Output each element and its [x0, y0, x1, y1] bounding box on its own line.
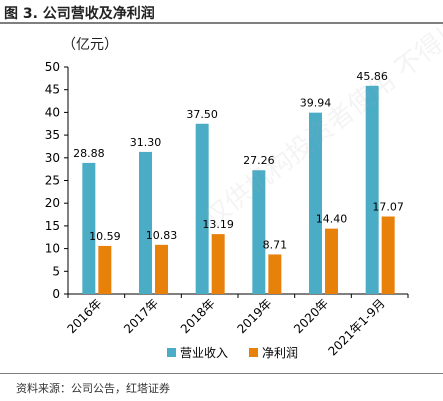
- legend-label-net-profit: 净利润: [262, 346, 298, 360]
- net-profit-bar: [211, 234, 225, 294]
- net-profit-data-label: 14.40: [316, 213, 348, 226]
- y-tick-label: 25: [45, 174, 60, 188]
- revenue-bar: [82, 162, 96, 294]
- net-profit-data-label: 8.71: [263, 238, 288, 251]
- figure-title: 图 3. 公司营收及净利润: [4, 6, 155, 22]
- title-divider: [0, 22, 443, 24]
- net-profit-data-label: 17.07: [372, 201, 404, 214]
- y-tick-label: 0: [52, 287, 60, 301]
- revenue-bar: [365, 85, 379, 295]
- revenue-data-label: 45.86: [356, 70, 388, 83]
- revenue-bar: [139, 151, 152, 294]
- unit-label: （亿元）: [62, 37, 118, 53]
- y-tick-label: 40: [45, 105, 60, 119]
- x-tick-label: 2018年: [178, 296, 218, 336]
- y-tick-label: 50: [45, 60, 60, 74]
- revenue-data-label: 28.88: [73, 147, 105, 160]
- revenue-data-label: 27.26: [243, 154, 275, 167]
- y-tick-label: 5: [52, 264, 60, 278]
- legend-swatch-revenue: [167, 348, 176, 357]
- x-tick-label: 2016年: [64, 296, 104, 336]
- revenue-bar: [195, 123, 209, 294]
- revenue-bar: [309, 112, 322, 295]
- y-tick-label: 45: [45, 83, 60, 97]
- net-profit-bar: [268, 254, 282, 294]
- revenue-bar: [252, 170, 266, 294]
- net-profit-bar: [155, 244, 168, 294]
- net-profit-bar: [325, 228, 338, 294]
- net-profit-data-label: 10.59: [89, 230, 121, 243]
- x-tick-label: 2021年1-9月: [325, 296, 387, 358]
- legend-swatch-net-profit: [249, 348, 258, 357]
- revenue-data-label: 39.94: [300, 97, 332, 110]
- source-divider: [0, 373, 443, 374]
- net-profit-data-label: 10.83: [146, 229, 178, 242]
- revenue-data-label: 31.30: [130, 136, 162, 149]
- x-tick-label: 2019年: [234, 296, 274, 336]
- y-tick-label: 35: [45, 128, 60, 142]
- source-note: 资料来源：公司公告，红塔证券: [16, 382, 170, 395]
- bar-chart: 0 5 10 15 20 25 30 35 40 45 50 28.88 31.30 37.50 27.26…: [45, 60, 409, 360]
- net-profit-bar: [381, 216, 395, 294]
- x-tick-label: 2020年: [291, 296, 331, 336]
- revenue-data-label: 37.50: [186, 108, 218, 121]
- x-tick-label: 2017年: [121, 296, 161, 336]
- y-tick-label: 10: [45, 242, 60, 256]
- y-tick-label: 20: [45, 196, 60, 210]
- y-tick-label: 30: [45, 151, 60, 165]
- legend-label-revenue: 营业收入: [180, 346, 228, 360]
- net-profit-data-label: 13.19: [202, 218, 234, 231]
- net-profit-bar: [98, 245, 112, 294]
- y-tick-label: 15: [45, 219, 60, 233]
